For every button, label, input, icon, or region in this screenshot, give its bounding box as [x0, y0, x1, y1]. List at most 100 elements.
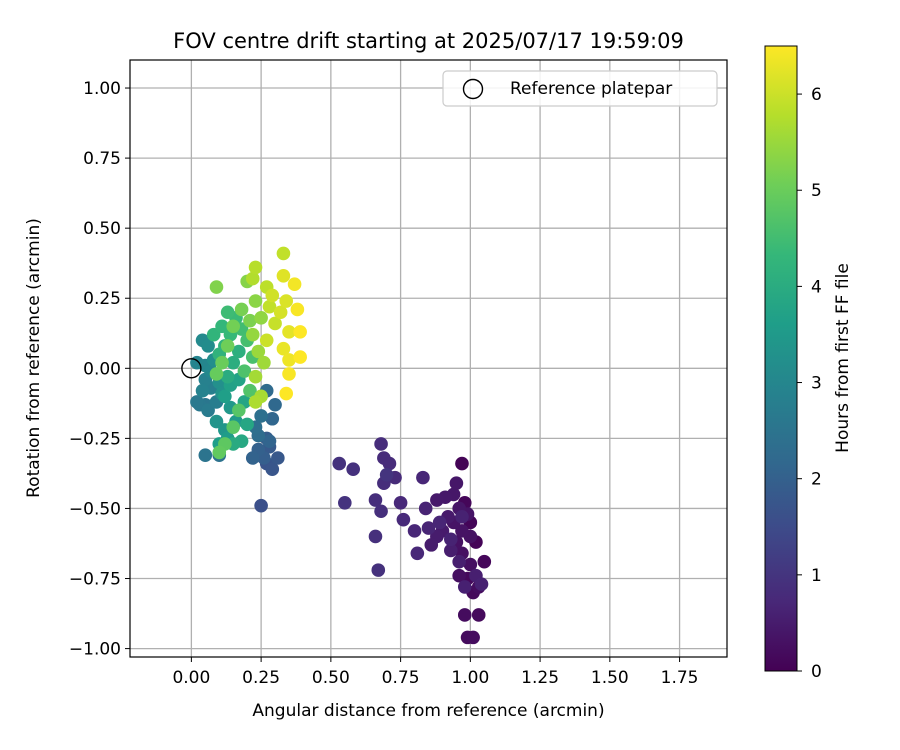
data-point: [273, 305, 288, 320]
data-point: [421, 521, 436, 535]
data-point: [231, 403, 246, 418]
data-point: [206, 327, 221, 342]
data-point: [432, 515, 447, 530]
data-point: [452, 568, 466, 583]
data-point: [424, 538, 439, 552]
data-point: [271, 451, 285, 465]
data-point: [257, 355, 271, 370]
x-tick-label: 0.00: [172, 668, 210, 688]
data-point: [393, 496, 408, 510]
data-point: [226, 355, 241, 370]
data-point: [374, 504, 388, 519]
data-point: [226, 420, 241, 434]
data-point: [416, 470, 430, 485]
x-tick-label: 0.25: [242, 668, 280, 688]
data-point: [282, 353, 296, 367]
legend: Reference platepar: [442, 70, 718, 107]
data-point: [293, 325, 307, 339]
data-point: [220, 369, 235, 384]
y-tick-label: −0.75: [69, 570, 121, 590]
data-point: [332, 456, 347, 471]
data-point: [265, 462, 280, 477]
y-tick-label: 0.75: [83, 149, 121, 169]
grid-lines: [130, 60, 727, 657]
data-point: [374, 437, 388, 451]
data-point: [251, 344, 266, 359]
data-point: [215, 319, 229, 334]
chart-title: FOV centre drift starting at 2025/07/17 …: [173, 29, 684, 53]
data-point: [234, 302, 249, 317]
data-point: [444, 543, 458, 558]
colorbar-label: Hours from first FF file: [833, 263, 853, 453]
data-point: [215, 355, 229, 370]
data-point: [371, 563, 386, 577]
data-point: [474, 577, 489, 591]
colorbar-tick-label: 1: [811, 566, 822, 586]
data-point: [455, 510, 469, 524]
data-point: [379, 468, 394, 482]
y-axis-ticks: 1.00 0.75 0.50 0.25 0.00 −0.25 −0.50 −0.75 −1.00: [69, 79, 130, 660]
data-points: [190, 246, 492, 645]
legend-marker-icon: [462, 78, 484, 100]
data-point: [209, 280, 224, 294]
data-point: [463, 557, 478, 572]
data-point: [418, 501, 433, 516]
data-point: [226, 319, 241, 334]
data-point: [396, 512, 411, 527]
data-point: [293, 350, 307, 364]
data-point: [245, 271, 260, 286]
colorbar: [764, 45, 798, 672]
data-point: [231, 344, 246, 359]
x-tick-label: 1.75: [661, 668, 699, 688]
data-point: [209, 367, 224, 381]
data-point: [209, 414, 224, 429]
data-point: [254, 409, 268, 423]
y-tick-label: 0.00: [83, 359, 121, 379]
data-point: [248, 369, 263, 384]
data-point: [259, 333, 274, 348]
data-point: [276, 246, 291, 261]
x-tick-label: 1.25: [521, 668, 559, 688]
data-point: [368, 529, 383, 544]
data-point: [471, 608, 486, 622]
data-point: [254, 498, 268, 513]
data-point: [407, 524, 422, 538]
y-tick-label: 0.50: [83, 219, 121, 239]
data-point: [368, 493, 383, 507]
data-point: [279, 386, 294, 401]
data-point: [477, 554, 492, 569]
data-point: [457, 608, 472, 622]
x-tick-label: 0.75: [382, 668, 420, 688]
plot-frame: [129, 59, 728, 658]
data-point: [248, 260, 263, 275]
y-tick-label: −0.25: [69, 429, 121, 449]
data-point: [290, 302, 305, 317]
data-point: [455, 524, 469, 538]
data-point: [201, 403, 215, 418]
colorbar-ticks: 0 1 2 3 4 5 6: [797, 85, 822, 682]
data-point: [220, 305, 235, 320]
data-point: [243, 383, 257, 398]
data-point: [287, 277, 302, 292]
x-tick-label: 1.00: [451, 668, 489, 688]
data-point: [195, 383, 210, 398]
data-point: [243, 313, 257, 328]
data-point: [282, 325, 296, 339]
data-point: [268, 316, 282, 331]
data-point: [455, 456, 469, 471]
data-point: [262, 434, 277, 448]
colorbar-tick-label: 4: [811, 277, 822, 297]
data-point: [276, 269, 291, 283]
data-point: [449, 476, 464, 491]
data-point: [240, 417, 254, 432]
data-point: [430, 493, 444, 507]
data-point: [444, 532, 458, 547]
data-point: [201, 339, 215, 353]
reference-platepar-marker: [181, 358, 202, 379]
colorbar-tick-label: 0: [811, 662, 822, 682]
data-point: [466, 630, 480, 645]
data-point: [410, 546, 425, 561]
y-tick-label: 0.25: [83, 289, 121, 309]
data-point: [382, 456, 397, 471]
